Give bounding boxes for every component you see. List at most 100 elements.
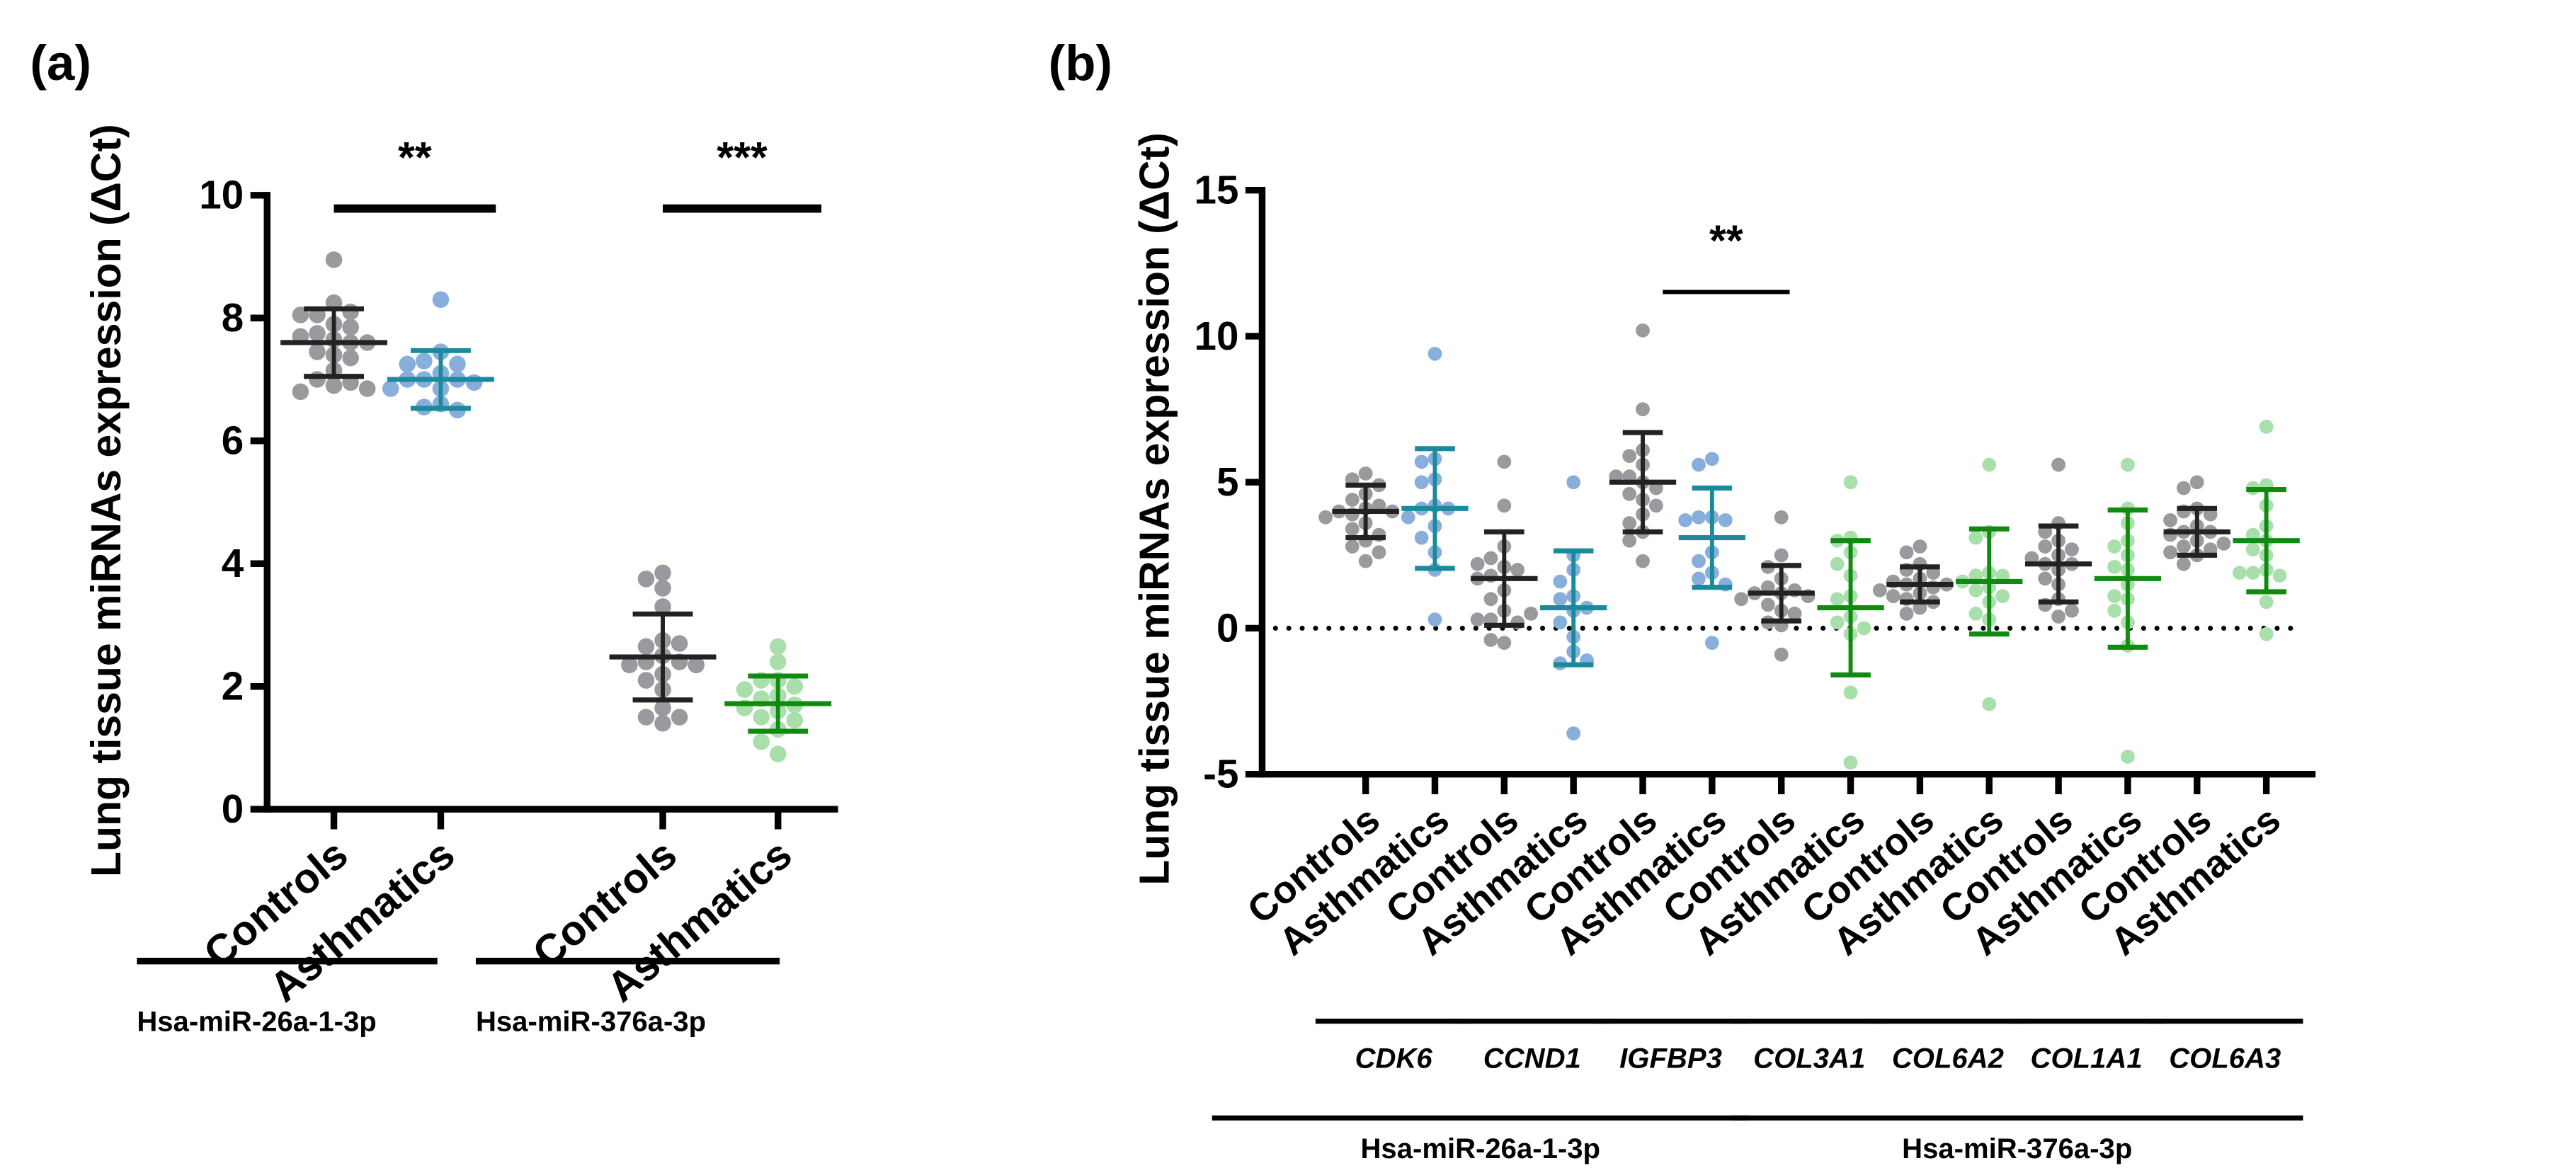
data-point-4-3 bbox=[1622, 449, 1637, 463]
data-point-8-10 bbox=[1872, 583, 1887, 597]
data-point-2-2 bbox=[654, 580, 671, 597]
data-point-13-11 bbox=[2272, 568, 2287, 583]
y-tick-label: -5 bbox=[1203, 752, 1238, 796]
data-point-4-1 bbox=[1636, 402, 1650, 416]
data-point-7-0 bbox=[1843, 475, 1858, 490]
data-point-10-11 bbox=[2038, 571, 2053, 586]
y-tick-label: 4 bbox=[222, 541, 244, 585]
gene-label: COL3A1 bbox=[1753, 1043, 1865, 1075]
significance-stars: *** bbox=[717, 133, 768, 181]
y-tick-label: 8 bbox=[222, 295, 244, 340]
data-point-2-15 bbox=[1483, 633, 1498, 647]
data-point-0-0 bbox=[325, 251, 343, 268]
significance-stars: ** bbox=[398, 133, 432, 181]
y-tick-label: 6 bbox=[222, 418, 244, 463]
data-point-0-12 bbox=[309, 343, 326, 360]
data-point-0-3 bbox=[342, 303, 359, 321]
gene-label: IGFBP3 bbox=[1619, 1043, 1722, 1075]
data-point-0-16 bbox=[1358, 554, 1373, 568]
data-point-4-8 bbox=[1622, 486, 1637, 501]
data-point-4-12 bbox=[1622, 516, 1637, 530]
gene-label: CDK6 bbox=[1355, 1043, 1433, 1075]
data-point-3-0 bbox=[1566, 475, 1581, 490]
data-point-0-12 bbox=[1345, 522, 1360, 537]
data-point-5-4 bbox=[1718, 513, 1733, 527]
panel-b: (b) Lung tissue miRNAs expression (ΔCt) … bbox=[1049, 35, 2316, 1164]
data-point-11-4 bbox=[2107, 539, 2121, 554]
y-tick-label: 10 bbox=[1195, 314, 1239, 358]
data-point-6-15 bbox=[1774, 647, 1789, 662]
data-point-11-6 bbox=[2107, 559, 2121, 574]
data-point-3-14 bbox=[753, 733, 770, 750]
data-point-5-3 bbox=[1692, 510, 1706, 525]
data-point-0-7 bbox=[309, 325, 326, 342]
data-point-2-6 bbox=[671, 635, 688, 652]
data-point-3-8 bbox=[1553, 615, 1568, 630]
data-point-1-4 bbox=[399, 355, 416, 373]
data-point-2-16 bbox=[1524, 606, 1538, 621]
data-point-1-2 bbox=[1414, 454, 1429, 469]
y-tick-label: 10 bbox=[199, 173, 244, 217]
data-point-6-1 bbox=[1774, 548, 1789, 563]
data-point-13-13 bbox=[2259, 595, 2274, 609]
data-point-6-10 bbox=[1760, 597, 1775, 612]
mirna-label: Hsa-miR-26a-1-3p bbox=[1360, 1133, 1600, 1164]
data-point-0-15 bbox=[1345, 539, 1360, 554]
y-tick-label: 2 bbox=[222, 664, 244, 709]
x-category-label: Asthmatics bbox=[261, 831, 463, 1011]
data-point-5-1 bbox=[1692, 457, 1706, 472]
data-point-2-15 bbox=[654, 699, 671, 716]
data-point-8-0 bbox=[1913, 539, 1927, 554]
data-point-7-9 bbox=[1830, 615, 1845, 630]
data-point-7-12 bbox=[1843, 685, 1858, 700]
data-point-3-3 bbox=[1553, 574, 1568, 589]
data-point-7-7 bbox=[1830, 592, 1845, 607]
data-point-2-0 bbox=[654, 564, 671, 582]
data-point-2-14 bbox=[1497, 636, 1512, 650]
data-point-0-20 bbox=[358, 380, 376, 397]
data-point-2-10 bbox=[621, 656, 638, 674]
significance-stars: ** bbox=[1709, 217, 1743, 265]
data-point-11-9 bbox=[2107, 589, 2121, 603]
data-point-0-4 bbox=[1345, 493, 1360, 507]
panel-a: (a) Lung tissue miRNAs expression (ΔCt) … bbox=[30, 35, 838, 1038]
data-point-0-0 bbox=[1358, 466, 1373, 481]
data-point-1-10 bbox=[1414, 530, 1429, 545]
data-point-10-5 bbox=[2065, 542, 2079, 556]
y-tick-label: 15 bbox=[1195, 168, 1239, 212]
data-point-2-1 bbox=[637, 571, 655, 588]
data-point-8-16 bbox=[1899, 606, 1914, 621]
data-point-5-0 bbox=[1704, 452, 1719, 466]
data-point-0-17 bbox=[1372, 545, 1386, 560]
data-point-9-9 bbox=[1995, 589, 2010, 603]
data-point-6-9 bbox=[1734, 592, 1749, 607]
data-point-5-9 bbox=[1692, 571, 1706, 586]
data-point-12-16 bbox=[2163, 545, 2177, 560]
data-point-10-4 bbox=[2038, 539, 2053, 554]
data-point-3-1 bbox=[769, 653, 787, 670]
data-point-1-9 bbox=[465, 374, 483, 391]
data-point-9-2 bbox=[1968, 530, 1983, 545]
data-point-4-14 bbox=[1622, 533, 1637, 548]
data-point-4-15 bbox=[1636, 554, 1650, 568]
mirna-label: Hsa-miR-26a-1-3p bbox=[137, 1007, 376, 1038]
mirna-label: Hsa-miR-376a-3p bbox=[476, 1007, 706, 1038]
gene-label: COL6A3 bbox=[2169, 1043, 2281, 1075]
data-point-2-3 bbox=[1483, 551, 1498, 566]
data-point-8-1 bbox=[1899, 545, 1914, 560]
data-point-11-0 bbox=[2121, 457, 2135, 472]
data-point-0-17 bbox=[325, 377, 343, 394]
data-point-12-15 bbox=[2177, 556, 2191, 571]
data-point-1-0 bbox=[432, 291, 450, 309]
data-point-3-5 bbox=[1553, 592, 1568, 607]
data-point-4-0 bbox=[1636, 323, 1650, 338]
panel-a-label: (a) bbox=[30, 35, 91, 91]
data-point-3-11 bbox=[753, 709, 770, 726]
gene-label: COL1A1 bbox=[2031, 1043, 2143, 1075]
data-point-0-16 bbox=[309, 371, 326, 388]
gene-label: COL6A2 bbox=[1892, 1043, 2004, 1075]
data-point-2-16 bbox=[637, 709, 655, 726]
data-point-1-0 bbox=[1427, 346, 1442, 361]
panel-b-y-axis-title: Lung tissue miRNAs expression (ΔCt) bbox=[1132, 132, 1178, 886]
data-point-1-11 bbox=[382, 380, 399, 397]
